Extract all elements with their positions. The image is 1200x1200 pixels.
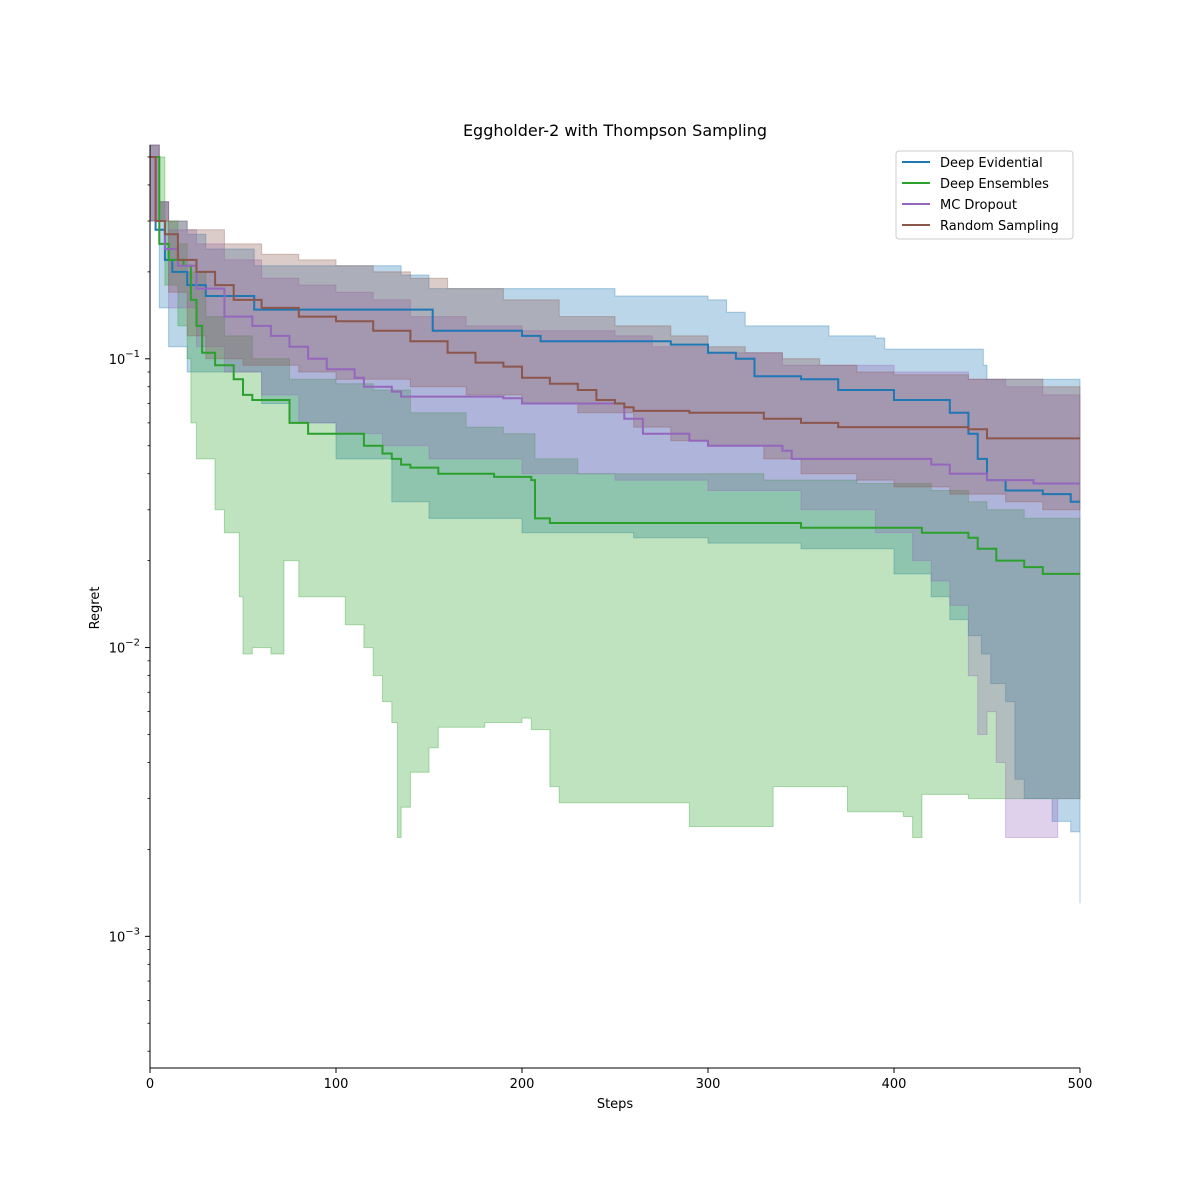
uncertainty-bands	[149, 144, 1081, 904]
axes: 0 100 200 300 400 500 10−3 10−2 10−1	[109, 145, 1093, 1092]
x-tick-label: 100	[324, 1077, 349, 1092]
mean-lines	[150, 156, 1080, 575]
chart-title: Eggholder-2 with Thompson Sampling	[463, 121, 767, 140]
legend-label: MC Dropout	[940, 198, 1017, 213]
series-line-2	[150, 156, 1080, 485]
x-tick-label: 500	[1068, 1077, 1093, 1092]
legend-label: Random Sampling	[940, 219, 1059, 234]
legend-box	[895, 150, 1074, 240]
x-tick-label: 300	[696, 1077, 721, 1092]
legend-label: Deep Ensembles	[940, 177, 1049, 192]
series-line-1	[150, 156, 1080, 575]
band-2	[149, 144, 1081, 838]
y-tick-label: 10−3	[109, 926, 140, 945]
x-tick-label: 200	[510, 1077, 535, 1092]
y-tick-label: 10−1	[109, 349, 140, 368]
series-line-3	[150, 156, 1080, 440]
legend-label: Deep Evidential	[940, 156, 1043, 171]
band-0	[149, 144, 1081, 904]
x-tick-label: 0	[146, 1077, 154, 1092]
x-axis-label: Steps	[597, 1097, 634, 1112]
y-axis-label: Regret	[88, 587, 103, 630]
y-tick-label: 10−2	[109, 638, 140, 657]
legend: Deep Evidential Deep Ensembles MC Dropout R…	[895, 150, 1074, 240]
band-1	[150, 156, 1081, 838]
band-3	[149, 144, 1081, 511]
x-tick-label: 400	[882, 1077, 907, 1092]
